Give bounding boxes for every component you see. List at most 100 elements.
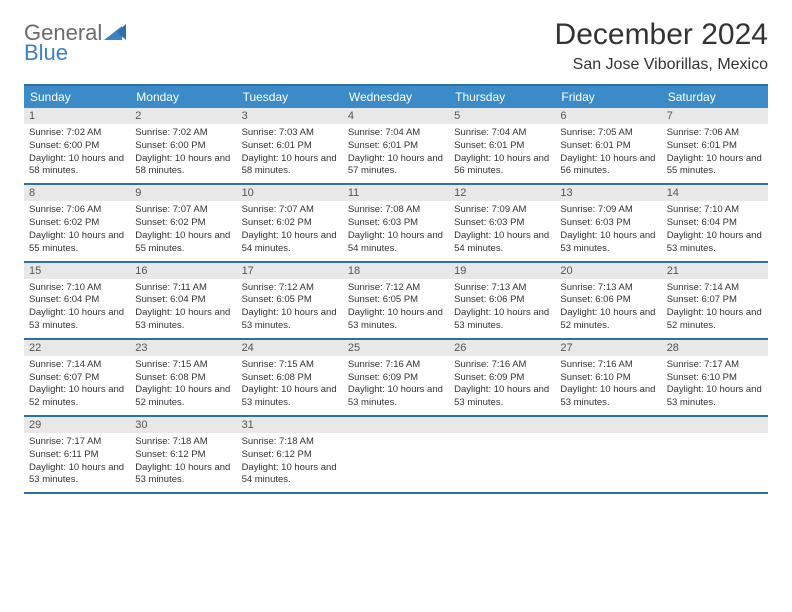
day-cell: 5Sunrise: 7:04 AMSunset: 6:01 PMDaylight… xyxy=(449,108,555,183)
day-number: 7 xyxy=(662,108,768,124)
day-body: Sunrise: 7:13 AMSunset: 6:06 PMDaylight:… xyxy=(449,279,555,338)
day-cell: 23Sunrise: 7:15 AMSunset: 6:08 PMDayligh… xyxy=(130,340,236,415)
day-body: Sunrise: 7:03 AMSunset: 6:01 PMDaylight:… xyxy=(237,124,343,183)
day-cell xyxy=(343,417,449,492)
day-body: Sunrise: 7:18 AMSunset: 6:12 PMDaylight:… xyxy=(130,433,236,492)
weekday-header: Wednesday xyxy=(343,86,449,108)
day-number xyxy=(449,417,555,433)
day-cell: 8Sunrise: 7:06 AMSunset: 6:02 PMDaylight… xyxy=(24,185,130,260)
day-body: Sunrise: 7:10 AMSunset: 6:04 PMDaylight:… xyxy=(662,201,768,260)
week-row: 15Sunrise: 7:10 AMSunset: 6:04 PMDayligh… xyxy=(24,263,768,340)
day-number: 29 xyxy=(24,417,130,433)
day-cell: 27Sunrise: 7:16 AMSunset: 6:10 PMDayligh… xyxy=(555,340,661,415)
day-number: 9 xyxy=(130,185,236,201)
day-number: 4 xyxy=(343,108,449,124)
day-number: 19 xyxy=(449,263,555,279)
day-number: 30 xyxy=(130,417,236,433)
day-number: 1 xyxy=(24,108,130,124)
day-number: 31 xyxy=(237,417,343,433)
day-cell: 29Sunrise: 7:17 AMSunset: 6:11 PMDayligh… xyxy=(24,417,130,492)
day-cell: 7Sunrise: 7:06 AMSunset: 6:01 PMDaylight… xyxy=(662,108,768,183)
title-block: December 2024 San Jose Viborillas, Mexic… xyxy=(555,18,768,74)
day-number: 20 xyxy=(555,263,661,279)
day-body: Sunrise: 7:10 AMSunset: 6:04 PMDaylight:… xyxy=(24,279,130,338)
weekday-header: Saturday xyxy=(662,86,768,108)
day-cell: 18Sunrise: 7:12 AMSunset: 6:05 PMDayligh… xyxy=(343,263,449,338)
weekday-header: Monday xyxy=(130,86,236,108)
day-number: 27 xyxy=(555,340,661,356)
weekday-header: Sunday xyxy=(24,86,130,108)
day-body: Sunrise: 7:16 AMSunset: 6:09 PMDaylight:… xyxy=(343,356,449,415)
day-number: 14 xyxy=(662,185,768,201)
day-body: Sunrise: 7:14 AMSunset: 6:07 PMDaylight:… xyxy=(24,356,130,415)
week-row: 22Sunrise: 7:14 AMSunset: 6:07 PMDayligh… xyxy=(24,340,768,417)
day-number: 5 xyxy=(449,108,555,124)
day-cell: 13Sunrise: 7:09 AMSunset: 6:03 PMDayligh… xyxy=(555,185,661,260)
day-number: 15 xyxy=(24,263,130,279)
day-number: 8 xyxy=(24,185,130,201)
day-cell xyxy=(662,417,768,492)
day-number: 10 xyxy=(237,185,343,201)
day-number: 13 xyxy=(555,185,661,201)
day-body: Sunrise: 7:09 AMSunset: 6:03 PMDaylight:… xyxy=(449,201,555,260)
day-cell: 10Sunrise: 7:07 AMSunset: 6:02 PMDayligh… xyxy=(237,185,343,260)
day-body: Sunrise: 7:16 AMSunset: 6:09 PMDaylight:… xyxy=(449,356,555,415)
day-cell: 6Sunrise: 7:05 AMSunset: 6:01 PMDaylight… xyxy=(555,108,661,183)
day-cell: 4Sunrise: 7:04 AMSunset: 6:01 PMDaylight… xyxy=(343,108,449,183)
weekday-header-row: SundayMondayTuesdayWednesdayThursdayFrid… xyxy=(24,86,768,108)
calendar: SundayMondayTuesdayWednesdayThursdayFrid… xyxy=(24,84,768,494)
day-body: Sunrise: 7:18 AMSunset: 6:12 PMDaylight:… xyxy=(237,433,343,492)
header: General Blue December 2024 San Jose Vibo… xyxy=(24,18,768,74)
day-cell: 24Sunrise: 7:15 AMSunset: 6:08 PMDayligh… xyxy=(237,340,343,415)
day-number: 16 xyxy=(130,263,236,279)
day-cell: 31Sunrise: 7:18 AMSunset: 6:12 PMDayligh… xyxy=(237,417,343,492)
weekday-header: Thursday xyxy=(449,86,555,108)
day-cell: 30Sunrise: 7:18 AMSunset: 6:12 PMDayligh… xyxy=(130,417,236,492)
day-cell: 20Sunrise: 7:13 AMSunset: 6:06 PMDayligh… xyxy=(555,263,661,338)
day-body: Sunrise: 7:12 AMSunset: 6:05 PMDaylight:… xyxy=(237,279,343,338)
month-title: December 2024 xyxy=(555,18,768,52)
day-number: 22 xyxy=(24,340,130,356)
day-body: Sunrise: 7:15 AMSunset: 6:08 PMDaylight:… xyxy=(130,356,236,415)
day-body xyxy=(662,433,768,481)
day-cell: 2Sunrise: 7:02 AMSunset: 6:00 PMDaylight… xyxy=(130,108,236,183)
day-body: Sunrise: 7:04 AMSunset: 6:01 PMDaylight:… xyxy=(343,124,449,183)
day-cell: 1Sunrise: 7:02 AMSunset: 6:00 PMDaylight… xyxy=(24,108,130,183)
day-body: Sunrise: 7:06 AMSunset: 6:02 PMDaylight:… xyxy=(24,201,130,260)
day-number: 28 xyxy=(662,340,768,356)
day-cell: 22Sunrise: 7:14 AMSunset: 6:07 PMDayligh… xyxy=(24,340,130,415)
day-cell xyxy=(449,417,555,492)
day-body: Sunrise: 7:17 AMSunset: 6:11 PMDaylight:… xyxy=(24,433,130,492)
day-body: Sunrise: 7:02 AMSunset: 6:00 PMDaylight:… xyxy=(24,124,130,183)
location: San Jose Viborillas, Mexico xyxy=(555,56,768,74)
day-number: 25 xyxy=(343,340,449,356)
logo-text-blue: Blue xyxy=(24,42,126,64)
day-number: 23 xyxy=(130,340,236,356)
weekday-header: Tuesday xyxy=(237,86,343,108)
day-body: Sunrise: 7:16 AMSunset: 6:10 PMDaylight:… xyxy=(555,356,661,415)
day-body: Sunrise: 7:17 AMSunset: 6:10 PMDaylight:… xyxy=(662,356,768,415)
day-body: Sunrise: 7:14 AMSunset: 6:07 PMDaylight:… xyxy=(662,279,768,338)
logo-triangle-icon xyxy=(104,24,126,44)
day-number: 21 xyxy=(662,263,768,279)
day-number: 18 xyxy=(343,263,449,279)
day-cell: 28Sunrise: 7:17 AMSunset: 6:10 PMDayligh… xyxy=(662,340,768,415)
day-cell: 26Sunrise: 7:16 AMSunset: 6:09 PMDayligh… xyxy=(449,340,555,415)
day-cell: 17Sunrise: 7:12 AMSunset: 6:05 PMDayligh… xyxy=(237,263,343,338)
day-body xyxy=(449,433,555,481)
day-cell: 3Sunrise: 7:03 AMSunset: 6:01 PMDaylight… xyxy=(237,108,343,183)
day-cell: 14Sunrise: 7:10 AMSunset: 6:04 PMDayligh… xyxy=(662,185,768,260)
day-cell: 9Sunrise: 7:07 AMSunset: 6:02 PMDaylight… xyxy=(130,185,236,260)
day-number: 26 xyxy=(449,340,555,356)
calendar-page: General Blue December 2024 San Jose Vibo… xyxy=(0,0,792,504)
day-cell: 15Sunrise: 7:10 AMSunset: 6:04 PMDayligh… xyxy=(24,263,130,338)
day-number: 17 xyxy=(237,263,343,279)
day-body: Sunrise: 7:15 AMSunset: 6:08 PMDaylight:… xyxy=(237,356,343,415)
day-number xyxy=(343,417,449,433)
day-number: 11 xyxy=(343,185,449,201)
day-cell: 12Sunrise: 7:09 AMSunset: 6:03 PMDayligh… xyxy=(449,185,555,260)
week-row: 29Sunrise: 7:17 AMSunset: 6:11 PMDayligh… xyxy=(24,417,768,494)
day-body: Sunrise: 7:13 AMSunset: 6:06 PMDaylight:… xyxy=(555,279,661,338)
day-cell: 21Sunrise: 7:14 AMSunset: 6:07 PMDayligh… xyxy=(662,263,768,338)
week-row: 1Sunrise: 7:02 AMSunset: 6:00 PMDaylight… xyxy=(24,108,768,185)
